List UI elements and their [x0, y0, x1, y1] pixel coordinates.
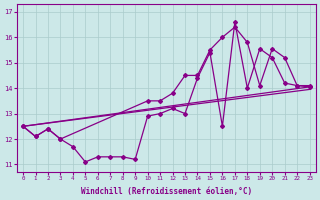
X-axis label: Windchill (Refroidissement éolien,°C): Windchill (Refroidissement éolien,°C)	[81, 187, 252, 196]
